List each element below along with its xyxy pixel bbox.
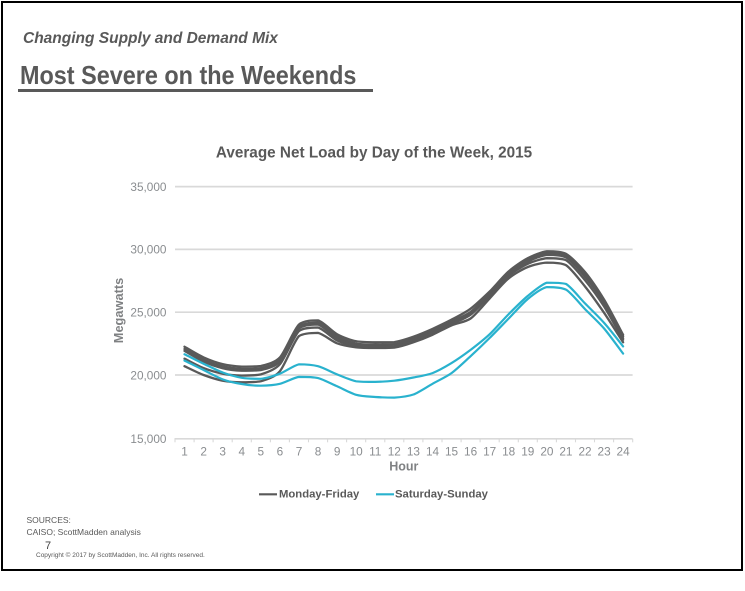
svg-text:21: 21 <box>559 444 572 458</box>
svg-text:23: 23 <box>598 444 612 458</box>
svg-text:7: 7 <box>296 444 303 458</box>
svg-text:2: 2 <box>200 444 207 458</box>
svg-text:Monday-Friday: Monday-Friday <box>279 489 360 501</box>
svg-text:Average Net Load by Day of the: Average Net Load by Day of the Week, 201… <box>216 144 533 161</box>
svg-text:16: 16 <box>464 444 478 458</box>
svg-text:5: 5 <box>258 444 265 458</box>
svg-text:10: 10 <box>350 444 364 458</box>
svg-text:30,000: 30,000 <box>130 243 167 257</box>
svg-text:18: 18 <box>502 444 516 458</box>
svg-text:6: 6 <box>277 444 284 458</box>
svg-text:12: 12 <box>388 444 401 458</box>
svg-text:22: 22 <box>578 444 591 458</box>
svg-text:24: 24 <box>617 444 631 458</box>
svg-text:1: 1 <box>181 444 188 458</box>
svg-text:15,000: 15,000 <box>130 432 167 446</box>
svg-text:20: 20 <box>540 444 554 458</box>
svg-text:14: 14 <box>426 444 440 458</box>
svg-text:25,000: 25,000 <box>130 306 167 320</box>
svg-text:19: 19 <box>521 444 534 458</box>
svg-text:15: 15 <box>445 444 459 458</box>
svg-text:3: 3 <box>219 444 226 458</box>
svg-text:4: 4 <box>239 444 246 458</box>
svg-text:17: 17 <box>483 444 496 458</box>
svg-text:9: 9 <box>334 444 341 458</box>
svg-text:20,000: 20,000 <box>130 368 167 382</box>
svg-text:13: 13 <box>407 444 421 458</box>
svg-text:8: 8 <box>315 444 322 458</box>
svg-text:Hour: Hour <box>389 460 418 474</box>
svg-text:11: 11 <box>369 444 381 458</box>
svg-text:35,000: 35,000 <box>130 180 167 194</box>
svg-text:Megawatts: Megawatts <box>111 278 126 343</box>
svg-text:Saturday-Sunday: Saturday-Sunday <box>395 489 489 501</box>
